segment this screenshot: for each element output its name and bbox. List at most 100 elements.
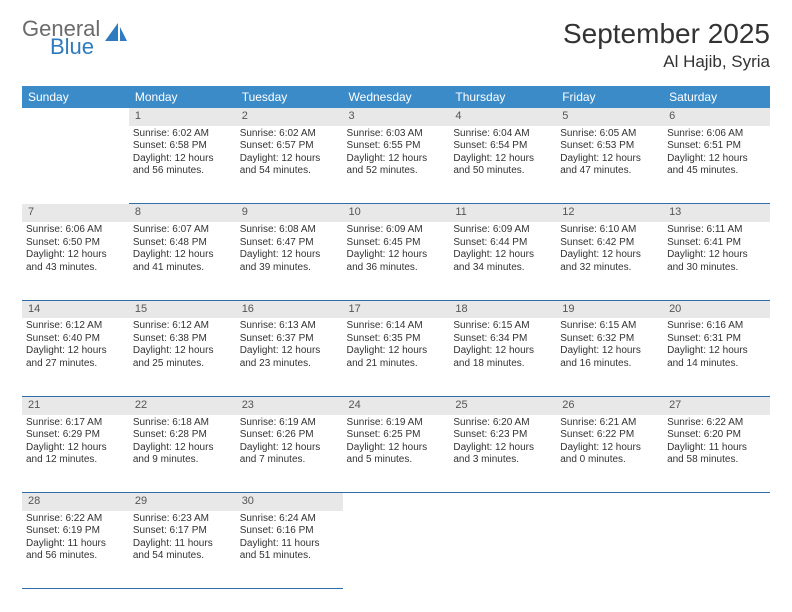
day-cell: Sunrise: 6:09 AMSunset: 6:45 PMDaylight:…	[343, 222, 450, 300]
day-number: 22	[129, 396, 236, 414]
day-number: 11	[449, 204, 556, 222]
day-cell: Sunrise: 6:02 AMSunset: 6:57 PMDaylight:…	[236, 126, 343, 204]
weekday-header: Thursday	[449, 86, 556, 108]
day-number: 29	[129, 493, 236, 511]
weekday-header: Friday	[556, 86, 663, 108]
day-cell: Sunrise: 6:22 AMSunset: 6:20 PMDaylight:…	[663, 415, 770, 493]
header: General Blue September 2025 Al Hajib, Sy…	[22, 18, 770, 72]
day-cell: Sunrise: 6:02 AMSunset: 6:58 PMDaylight:…	[129, 126, 236, 204]
sunset-text: Sunset: 6:58 PM	[133, 140, 232, 153]
day-cell: Sunrise: 6:09 AMSunset: 6:44 PMDaylight:…	[449, 222, 556, 300]
sunset-text: Sunset: 6:47 PM	[240, 237, 339, 250]
day-number: 17	[343, 300, 450, 318]
sunset-text: Sunset: 6:19 PM	[26, 525, 125, 538]
sunrise-text: Sunrise: 6:21 AM	[560, 417, 659, 430]
sunset-text: Sunset: 6:57 PM	[240, 140, 339, 153]
sunrise-text: Sunrise: 6:20 AM	[453, 417, 552, 430]
sunrise-text: Sunrise: 6:12 AM	[26, 320, 125, 333]
sunset-text: Sunset: 6:17 PM	[133, 525, 232, 538]
weekday-header: Tuesday	[236, 86, 343, 108]
day-content-row: Sunrise: 6:22 AMSunset: 6:19 PMDaylight:…	[22, 511, 770, 589]
day-number: 9	[236, 204, 343, 222]
day-number-row: 78910111213	[22, 204, 770, 222]
weekday-header: Monday	[129, 86, 236, 108]
day-number: 8	[129, 204, 236, 222]
sunset-text: Sunset: 6:31 PM	[667, 333, 766, 346]
daylight-text: Daylight: 12 hours and 54 minutes.	[240, 153, 339, 178]
sunrise-text: Sunrise: 6:02 AM	[240, 128, 339, 141]
day-number: 25	[449, 396, 556, 414]
daylight-text: Daylight: 12 hours and 52 minutes.	[347, 153, 446, 178]
daylight-text: Daylight: 12 hours and 45 minutes.	[667, 153, 766, 178]
logo: General Blue	[22, 18, 128, 58]
sunrise-text: Sunrise: 6:07 AM	[133, 224, 232, 237]
day-number-row: 123456	[22, 108, 770, 126]
day-cell: Sunrise: 6:08 AMSunset: 6:47 PMDaylight:…	[236, 222, 343, 300]
day-cell: Sunrise: 6:06 AMSunset: 6:50 PMDaylight:…	[22, 222, 129, 300]
daylight-text: Daylight: 11 hours and 54 minutes.	[133, 538, 232, 563]
daylight-text: Daylight: 12 hours and 32 minutes.	[560, 249, 659, 274]
sunrise-text: Sunrise: 6:19 AM	[347, 417, 446, 430]
daylight-text: Daylight: 12 hours and 36 minutes.	[347, 249, 446, 274]
daylight-text: Daylight: 12 hours and 0 minutes.	[560, 442, 659, 467]
daylight-text: Daylight: 12 hours and 16 minutes.	[560, 345, 659, 370]
day-number-row: 21222324252627	[22, 396, 770, 414]
day-number	[22, 108, 129, 126]
sunset-text: Sunset: 6:35 PM	[347, 333, 446, 346]
day-cell: Sunrise: 6:14 AMSunset: 6:35 PMDaylight:…	[343, 318, 450, 396]
daylight-text: Daylight: 12 hours and 25 minutes.	[133, 345, 232, 370]
sunrise-text: Sunrise: 6:15 AM	[453, 320, 552, 333]
sunrise-text: Sunrise: 6:15 AM	[560, 320, 659, 333]
day-cell: Sunrise: 6:24 AMSunset: 6:16 PMDaylight:…	[236, 511, 343, 589]
sunset-text: Sunset: 6:50 PM	[26, 237, 125, 250]
logo-text: General Blue	[22, 18, 100, 58]
daylight-text: Daylight: 12 hours and 56 minutes.	[133, 153, 232, 178]
daylight-text: Daylight: 12 hours and 21 minutes.	[347, 345, 446, 370]
sunrise-text: Sunrise: 6:03 AM	[347, 128, 446, 141]
day-number: 15	[129, 300, 236, 318]
day-content-row: Sunrise: 6:02 AMSunset: 6:58 PMDaylight:…	[22, 126, 770, 204]
day-cell: Sunrise: 6:07 AMSunset: 6:48 PMDaylight:…	[129, 222, 236, 300]
calendar-body: 123456Sunrise: 6:02 AMSunset: 6:58 PMDay…	[22, 108, 770, 589]
sunset-text: Sunset: 6:53 PM	[560, 140, 659, 153]
sunset-text: Sunset: 6:38 PM	[133, 333, 232, 346]
day-cell: Sunrise: 6:11 AMSunset: 6:41 PMDaylight:…	[663, 222, 770, 300]
day-cell: Sunrise: 6:16 AMSunset: 6:31 PMDaylight:…	[663, 318, 770, 396]
daylight-text: Daylight: 12 hours and 5 minutes.	[347, 442, 446, 467]
day-number	[343, 493, 450, 511]
day-cell: Sunrise: 6:15 AMSunset: 6:34 PMDaylight:…	[449, 318, 556, 396]
sunset-text: Sunset: 6:48 PM	[133, 237, 232, 250]
day-cell: Sunrise: 6:15 AMSunset: 6:32 PMDaylight:…	[556, 318, 663, 396]
sunrise-text: Sunrise: 6:11 AM	[667, 224, 766, 237]
sunrise-text: Sunrise: 6:02 AM	[133, 128, 232, 141]
sunset-text: Sunset: 6:26 PM	[240, 429, 339, 442]
sunset-text: Sunset: 6:37 PM	[240, 333, 339, 346]
day-cell: Sunrise: 6:19 AMSunset: 6:26 PMDaylight:…	[236, 415, 343, 493]
day-number: 26	[556, 396, 663, 414]
day-number: 21	[22, 396, 129, 414]
daylight-text: Daylight: 12 hours and 14 minutes.	[667, 345, 766, 370]
calendar-table: SundayMondayTuesdayWednesdayThursdayFrid…	[22, 86, 770, 589]
day-number: 14	[22, 300, 129, 318]
day-content-row: Sunrise: 6:06 AMSunset: 6:50 PMDaylight:…	[22, 222, 770, 300]
daylight-text: Daylight: 12 hours and 30 minutes.	[667, 249, 766, 274]
sunset-text: Sunset: 6:40 PM	[26, 333, 125, 346]
sunset-text: Sunset: 6:41 PM	[667, 237, 766, 250]
day-cell: Sunrise: 6:06 AMSunset: 6:51 PMDaylight:…	[663, 126, 770, 204]
day-cell: Sunrise: 6:05 AMSunset: 6:53 PMDaylight:…	[556, 126, 663, 204]
sunrise-text: Sunrise: 6:18 AM	[133, 417, 232, 430]
day-number	[449, 493, 556, 511]
sunrise-text: Sunrise: 6:09 AM	[453, 224, 552, 237]
sunset-text: Sunset: 6:51 PM	[667, 140, 766, 153]
daylight-text: Daylight: 11 hours and 58 minutes.	[667, 442, 766, 467]
weekday-header: Saturday	[663, 86, 770, 108]
day-cell: Sunrise: 6:10 AMSunset: 6:42 PMDaylight:…	[556, 222, 663, 300]
day-cell: Sunrise: 6:18 AMSunset: 6:28 PMDaylight:…	[129, 415, 236, 493]
sunset-text: Sunset: 6:25 PM	[347, 429, 446, 442]
day-number: 4	[449, 108, 556, 126]
day-number: 19	[556, 300, 663, 318]
sunset-text: Sunset: 6:22 PM	[560, 429, 659, 442]
day-cell: Sunrise: 6:17 AMSunset: 6:29 PMDaylight:…	[22, 415, 129, 493]
day-number: 2	[236, 108, 343, 126]
sunset-text: Sunset: 6:55 PM	[347, 140, 446, 153]
